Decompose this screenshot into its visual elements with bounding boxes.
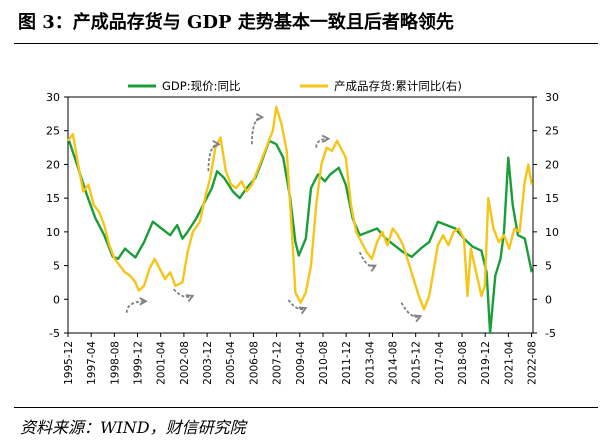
trend-arrow-head	[185, 294, 195, 302]
y-left-tick-label: 30	[46, 91, 60, 104]
y-left-tick-label: 25	[46, 125, 60, 138]
x-tick-label: 2021-04	[503, 341, 515, 385]
x-tick-label: 1999-12	[133, 341, 145, 385]
trend-arrow-head	[212, 140, 221, 149]
x-tick-label: 2018-08	[457, 341, 469, 385]
trend-arrow-head	[139, 297, 148, 306]
title-rule	[14, 43, 598, 44]
plot-area-border	[67, 96, 534, 334]
x-tick-label: 2001-04	[156, 341, 168, 385]
y-left-tick-label: 0	[53, 293, 60, 306]
series-layer	[66, 105, 533, 335]
y-left-tick-label: 20	[46, 158, 60, 171]
x-tick-label: 2005-04	[225, 341, 237, 385]
annotation-arrows	[125, 113, 423, 323]
y-left-tick-label: 5	[53, 260, 60, 273]
y-right-tick-label: 25	[545, 125, 559, 138]
trend-arrow	[287, 299, 307, 310]
x-tick-label: 2002-08	[179, 341, 191, 385]
x-tick-label: 2011-12	[341, 341, 353, 385]
y-right-tick-label: 30	[545, 91, 559, 104]
x-tick-label: 2013-04	[364, 341, 376, 385]
y-axis-left: 30 25 20 15 10 5 0 -5	[46, 91, 68, 340]
x-tick-label: 2014-08	[387, 341, 399, 385]
x-tick-label: 2022-08	[527, 341, 539, 385]
source-note: 资料来源：WIND，财信研究院	[20, 418, 246, 437]
series-inventory-line	[67, 105, 533, 311]
trend-arrow	[400, 302, 421, 318]
x-tick-label: 1997-04	[86, 341, 98, 385]
trend-arrow-head	[255, 113, 265, 122]
y-axis-right: 30 25 20 15 10 5 0 -5	[533, 91, 559, 340]
trend-arrow	[207, 143, 220, 172]
x-tick-label: 2017-04	[434, 341, 446, 385]
trend-arrow-head	[413, 314, 423, 323]
y-left-tick-label: -5	[49, 327, 60, 340]
y-right-tick-label: -5	[545, 327, 556, 340]
y-right-tick-label: 0	[545, 293, 552, 306]
y-right-tick-label: 10	[545, 226, 559, 239]
y-right-tick-label: 15	[545, 192, 559, 205]
y-left-tick-label: 15	[46, 192, 60, 205]
chart-title: 图 3：产成品存货与 GDP 走势基本一致且后者略领先	[18, 12, 454, 33]
x-tick-label: 2006-08	[248, 341, 260, 385]
y-left-tick-label: 10	[46, 226, 60, 239]
legend-label-gdp: GDP:现价:同比	[162, 79, 240, 93]
x-tick-label: 1998-08	[109, 341, 121, 385]
x-tick-label: 2015-12	[411, 341, 423, 385]
x-tick-label: 2009-04	[295, 341, 307, 385]
legend-label-inventory: 产成品存货:累计同比(右)	[334, 79, 462, 93]
y-right-tick-label: 20	[545, 158, 559, 171]
source-rule	[14, 407, 598, 408]
trend-arrow	[251, 116, 263, 145]
trend-arrow	[125, 300, 146, 313]
x-tick-label: 2010-08	[318, 341, 330, 385]
x-axis: 1995-12 1997-04 1998-08 1999-12 2001-04 2002-…	[63, 333, 539, 385]
x-tick-label: 2003-12	[202, 341, 214, 385]
legend: GDP:现价:同比 产成品存货:累计同比(右)	[128, 79, 462, 93]
x-tick-label: 2019-12	[480, 341, 492, 385]
x-tick-label: 2007-12	[272, 341, 284, 385]
trend-arrow-head	[298, 306, 308, 315]
x-tick-label: 1995-12	[63, 341, 75, 385]
y-right-tick-label: 5	[545, 260, 552, 273]
series-gdp-line	[66, 137, 533, 335]
trend-arrow-head	[368, 264, 378, 272]
trend-arrow-head	[321, 134, 331, 143]
